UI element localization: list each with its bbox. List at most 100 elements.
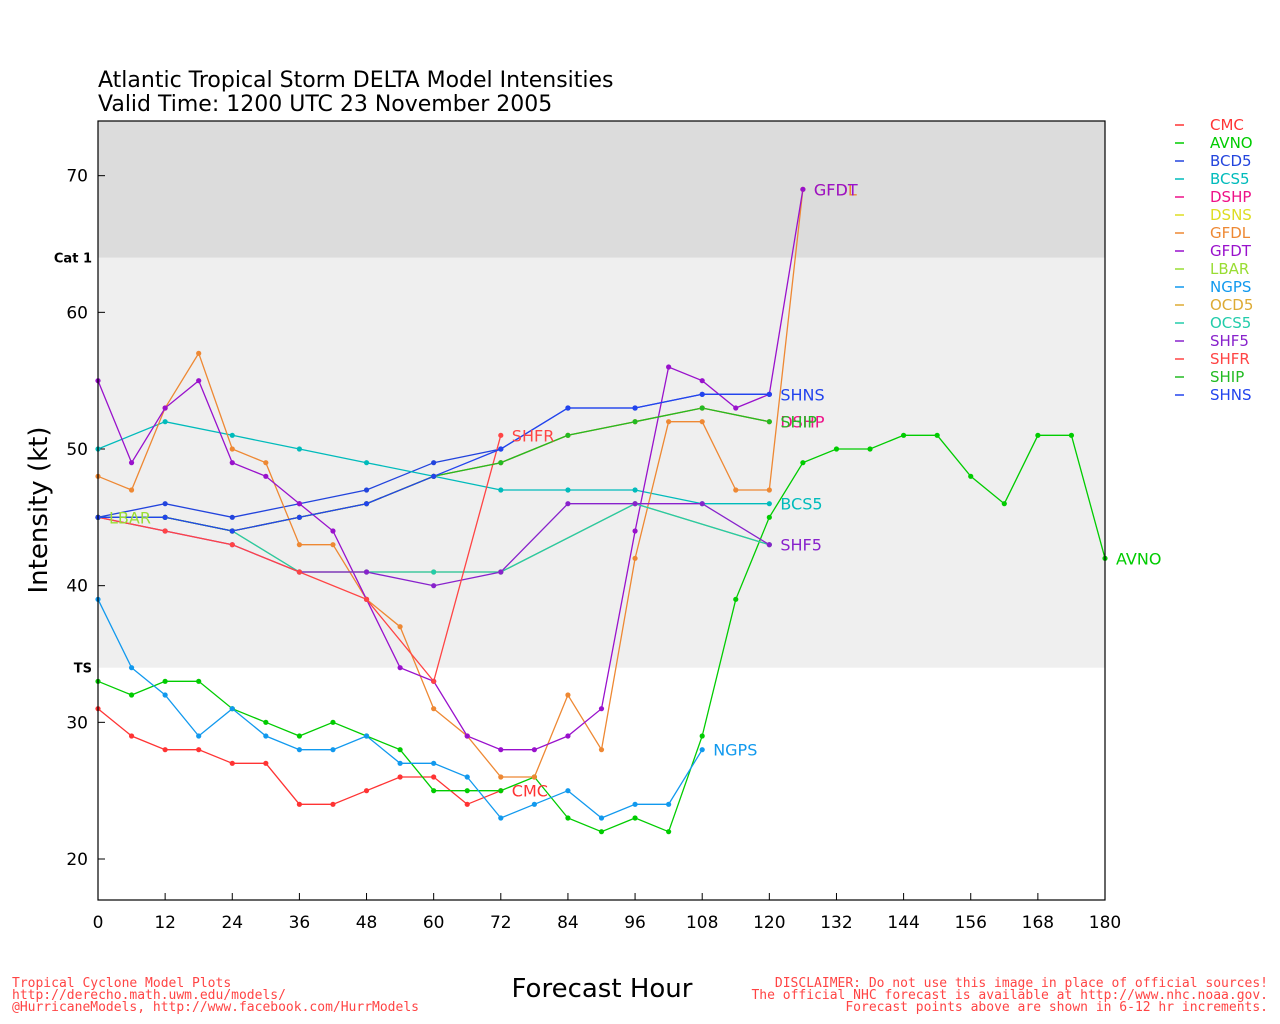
data-point-bcs5 xyxy=(565,487,571,493)
data-point-ngps xyxy=(464,774,470,780)
data-point-avno xyxy=(431,788,437,794)
data-point-ship xyxy=(699,405,705,411)
data-point-bcd5 xyxy=(162,501,168,507)
data-point-gfdl xyxy=(632,555,638,561)
data-point-shf5 xyxy=(363,569,370,575)
end-label-cmc: CMC xyxy=(512,782,548,801)
data-point-avno xyxy=(632,815,638,821)
x-tick-label: 168 xyxy=(1022,913,1054,933)
data-point-avno xyxy=(833,446,840,452)
data-point-gfdt xyxy=(263,473,269,479)
data-point-ngps xyxy=(162,692,168,698)
data-point-avno xyxy=(901,432,907,438)
data-point-ngps xyxy=(263,733,269,739)
data-point-cmc xyxy=(263,760,269,766)
x-tick-label: 108 xyxy=(686,913,718,933)
x-tick-label: 0 xyxy=(93,913,104,933)
legend-label-shfr: SHFR xyxy=(1210,350,1250,368)
x-tick-label: 180 xyxy=(1089,913,1121,933)
data-point-shf5 xyxy=(699,501,705,507)
data-point-cmc xyxy=(128,733,135,739)
end-label-shns: SHNS xyxy=(780,385,824,404)
x-tick-label: 24 xyxy=(221,913,243,933)
data-point-ngps xyxy=(431,760,437,766)
data-point-gfdl xyxy=(397,624,403,630)
data-point-ngps xyxy=(196,733,202,739)
series-line-gfdt xyxy=(97,189,804,751)
data-point-cmc xyxy=(196,747,202,753)
legend-label-bcs5: BCS5 xyxy=(1210,170,1250,188)
data-point-avno xyxy=(397,747,403,753)
data-point-bcd5 xyxy=(363,487,370,493)
footer-credit-line1: Tropical Cyclone Model Plots xyxy=(12,976,231,991)
data-point-avno xyxy=(867,446,873,452)
x-tick-label: 48 xyxy=(356,913,378,933)
legend-label-ship: SHIP xyxy=(1210,368,1244,386)
y-axis-title: Intensity (kt) xyxy=(24,427,54,594)
plot-frame xyxy=(97,120,1106,901)
data-point-shns xyxy=(632,405,638,411)
data-point-shfr xyxy=(229,542,235,548)
data-point-bcs5 xyxy=(498,487,504,493)
data-point-gfdl xyxy=(296,542,302,548)
data-point-shf5 xyxy=(498,569,504,575)
data-point-ngps xyxy=(397,760,403,766)
data-point-shfr xyxy=(162,528,168,534)
data-point-shfr xyxy=(363,596,370,602)
data-point-gfdl xyxy=(766,487,772,493)
end-label-lbar: LBAR xyxy=(109,508,151,527)
data-point-shns xyxy=(363,501,370,507)
data-point-gfdl xyxy=(128,487,135,493)
x-tick-label: 96 xyxy=(624,913,646,933)
data-point-shfr xyxy=(431,678,437,684)
data-point-gfdl xyxy=(733,487,739,493)
data-point-ngps xyxy=(531,801,537,807)
data-point-cmc xyxy=(162,747,168,753)
data-point-shfr xyxy=(498,432,504,438)
data-point-cmc xyxy=(363,788,370,794)
series-line-cmc xyxy=(97,708,502,806)
data-point-shns xyxy=(229,528,235,534)
data-point-ngps xyxy=(598,815,605,821)
data-point-gfdt xyxy=(733,405,739,411)
data-point-avno xyxy=(666,829,672,835)
x-tick-label: 120 xyxy=(753,913,785,933)
data-point-cmc xyxy=(397,774,403,780)
y-tick-label: 30 xyxy=(66,713,88,733)
data-point-shns xyxy=(565,405,571,411)
data-point-avno xyxy=(330,719,336,725)
data-point-bcs5 xyxy=(162,419,168,425)
data-point-avno xyxy=(1068,432,1075,438)
data-point-gfdl xyxy=(196,350,202,356)
data-point-gfdt xyxy=(464,733,470,739)
data-point-bcs5 xyxy=(632,487,638,493)
data-point-gfdt xyxy=(565,733,571,739)
series-points xyxy=(95,186,1108,835)
data-point-gfdl xyxy=(666,419,672,425)
data-point-gfdt xyxy=(699,378,705,384)
data-point-gfdl xyxy=(229,446,235,452)
data-point-gfdl xyxy=(263,460,269,466)
end-label-shfr: SHFR xyxy=(512,426,555,445)
legend-label-gfdt: GFDT xyxy=(1210,242,1252,260)
data-point-avno xyxy=(196,678,202,684)
data-point-gfdt xyxy=(128,460,135,466)
data-point-cmc xyxy=(296,801,302,807)
band-label: TS xyxy=(74,662,92,677)
axis-ticks: 0 12 24 36 48 60 72 84 96 108 120 132 144 156 168 180 20… xyxy=(66,167,1121,933)
x-tick-label: 60 xyxy=(423,913,445,933)
data-point-avno xyxy=(1001,501,1007,507)
footer-disclaimer-line2: The official NHC forecast is available a… xyxy=(751,988,1268,1003)
footer-disclaimer-line3: Forecast points above are shown in 6-12 … xyxy=(845,1000,1268,1015)
footer-credit-line3: @HurricaneModels, http://www.facebook.co… xyxy=(12,1000,419,1015)
footer-credit-line2: http://derecho.math.uwm.edu/models/ xyxy=(12,988,286,1003)
x-tick-label: 84 xyxy=(557,913,579,933)
data-point-gfdt xyxy=(196,378,202,384)
data-point-gfdl xyxy=(498,774,504,780)
data-point-ngps xyxy=(565,788,571,794)
end-label-ngps: NGPS xyxy=(713,741,757,760)
data-point-gfdl xyxy=(531,774,537,780)
legend-label-shf5: SHF5 xyxy=(1210,332,1249,350)
